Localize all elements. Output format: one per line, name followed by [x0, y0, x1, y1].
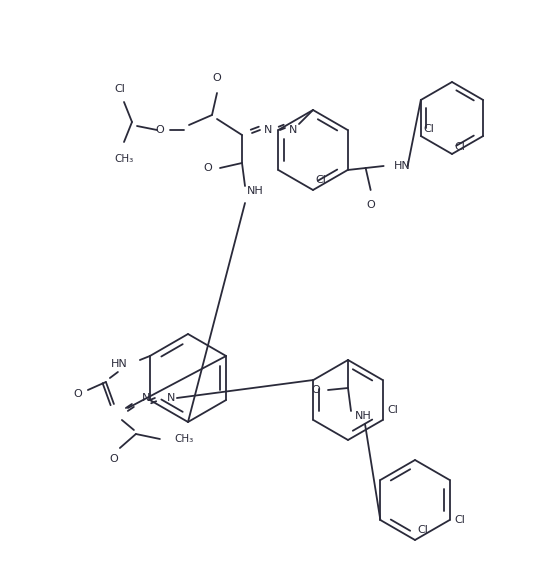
Text: N: N	[264, 125, 272, 135]
Text: NH: NH	[247, 186, 264, 196]
Text: Cl: Cl	[417, 525, 428, 535]
Text: Cl: Cl	[315, 175, 326, 185]
Text: CH₃: CH₃	[115, 154, 134, 164]
Text: O: O	[110, 454, 118, 464]
Text: HN: HN	[394, 161, 411, 171]
Text: Cl: Cl	[454, 142, 465, 152]
Text: Cl: Cl	[388, 405, 399, 415]
Text: N: N	[142, 393, 150, 403]
Text: O: O	[311, 385, 320, 395]
Text: Cl: Cl	[424, 124, 435, 134]
Text: Cl: Cl	[454, 515, 465, 525]
Text: CH₃: CH₃	[174, 434, 193, 444]
Text: Cl: Cl	[115, 84, 125, 94]
Text: NH: NH	[355, 411, 372, 421]
Text: HN: HN	[111, 359, 128, 369]
Text: O: O	[213, 73, 222, 83]
Text: O: O	[73, 389, 82, 399]
Text: O: O	[367, 200, 375, 210]
Text: O: O	[203, 163, 212, 173]
Text: N: N	[289, 125, 297, 135]
Text: N: N	[167, 393, 175, 403]
Text: O: O	[155, 125, 164, 135]
